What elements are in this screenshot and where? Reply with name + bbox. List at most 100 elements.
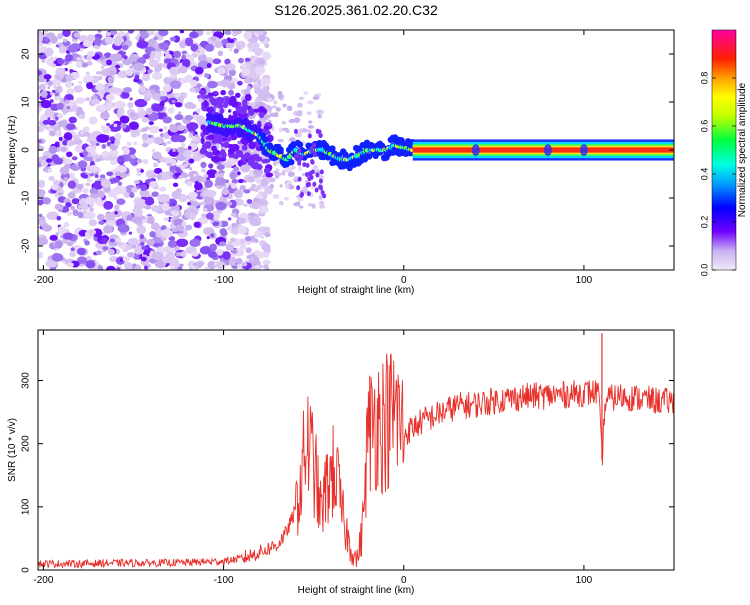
signal-blob <box>314 187 319 193</box>
signal-blob <box>207 134 215 140</box>
snr-xtick-label: -200 <box>33 575 53 586</box>
noise-blob <box>123 87 132 93</box>
noise-blob <box>131 216 143 224</box>
noise-blob <box>163 217 170 222</box>
noise-blob <box>184 114 194 121</box>
noise-blob <box>88 207 94 212</box>
spectrogram-xtick-label: -200 <box>33 275 53 286</box>
noise-blob <box>49 234 58 241</box>
noise-blob <box>117 181 123 186</box>
noise-blob <box>176 146 186 154</box>
carrier-spike <box>471 144 480 156</box>
noise-blob <box>188 166 193 171</box>
noise-blob <box>206 80 218 89</box>
signal-blob <box>312 181 317 187</box>
noise-blob <box>133 62 145 72</box>
noise-blob <box>85 97 90 102</box>
noise-blob <box>134 98 148 108</box>
signal-blob <box>295 152 300 158</box>
noise-blob <box>175 252 182 257</box>
signal-blob <box>365 153 373 160</box>
noise-blob <box>128 121 139 131</box>
noise-blob <box>251 183 257 189</box>
snr-ytick-label: 100 <box>21 498 32 515</box>
signal-blob <box>265 167 270 174</box>
noise-blob <box>259 60 265 64</box>
noise-blob <box>273 100 278 105</box>
spectrogram-xtick-label: 0 <box>401 275 407 286</box>
noise-blob <box>151 205 160 212</box>
noise-blob <box>317 114 322 119</box>
signal-blob <box>304 172 309 178</box>
signal-blob <box>305 182 310 188</box>
noise-blob <box>47 119 57 126</box>
noise-blob <box>260 178 269 187</box>
noise-blob <box>140 256 147 262</box>
noise-blob <box>168 236 176 241</box>
noise-blob <box>148 134 152 138</box>
noise-blob <box>178 175 183 179</box>
noise-blob <box>193 87 200 93</box>
signal-blob <box>227 148 236 155</box>
noise-blob <box>151 148 156 153</box>
noise-blob <box>197 94 201 99</box>
noise-blob <box>149 230 156 238</box>
noise-blob <box>177 96 185 102</box>
snr-axes: -200 -100 0 100 0 100 200 300 <box>21 330 674 586</box>
snr-ytick-label: 300 <box>21 372 32 389</box>
noise-blob <box>192 201 199 208</box>
noise-blob <box>140 184 148 191</box>
noise-blob <box>104 212 116 221</box>
colorbar-label: Normalized spectral amplitude <box>737 82 748 217</box>
noise-blob <box>220 230 228 237</box>
noise-blob <box>157 171 171 181</box>
noise-blob <box>253 168 264 177</box>
noise-blob <box>38 251 44 259</box>
noise-blob <box>101 143 107 149</box>
noise-blob <box>123 55 128 60</box>
colorbar-frame <box>711 29 737 271</box>
noise-blob <box>113 123 118 128</box>
snr-xtick-label: 0 <box>401 575 407 586</box>
noise-blob <box>203 196 215 205</box>
noise-blob <box>80 62 89 68</box>
noise-blob <box>175 224 185 232</box>
signal-blob <box>312 152 317 158</box>
noise-blob <box>246 42 255 49</box>
noise-blob <box>199 246 212 255</box>
snr-ytick-label: 0 <box>21 567 32 573</box>
noise-blob <box>206 63 212 69</box>
noise-blob <box>86 50 96 58</box>
noise-blob <box>49 92 54 96</box>
noise-blob <box>106 265 116 270</box>
signal-blob <box>309 145 314 151</box>
noise-blob <box>177 266 183 270</box>
noise-blob <box>80 130 84 135</box>
noise-blob <box>157 193 171 203</box>
noise-blob <box>162 116 172 124</box>
noise-blob <box>160 236 167 241</box>
noise-blob <box>187 146 192 150</box>
noise-blob <box>106 171 114 177</box>
signal-blob <box>220 89 227 96</box>
noise-blob <box>138 85 147 94</box>
noise-blob <box>103 200 114 210</box>
noise-blob <box>139 190 148 197</box>
signal-blob <box>219 157 227 162</box>
noise-blob <box>260 78 270 87</box>
signal-blob <box>312 142 317 148</box>
noise-blob <box>274 112 279 118</box>
noise-blob <box>56 215 62 221</box>
noise-blob <box>55 116 59 121</box>
noise-blob <box>159 101 165 107</box>
noise-blob <box>210 233 215 238</box>
noise-blob <box>51 154 60 162</box>
snr-frame <box>37 329 675 571</box>
noise-blob <box>288 118 296 124</box>
signal-blob <box>236 117 243 124</box>
noise-blob <box>62 158 73 166</box>
noise-blob <box>38 199 44 206</box>
colorbar-gradient <box>712 30 736 270</box>
signal-blob <box>308 170 313 176</box>
